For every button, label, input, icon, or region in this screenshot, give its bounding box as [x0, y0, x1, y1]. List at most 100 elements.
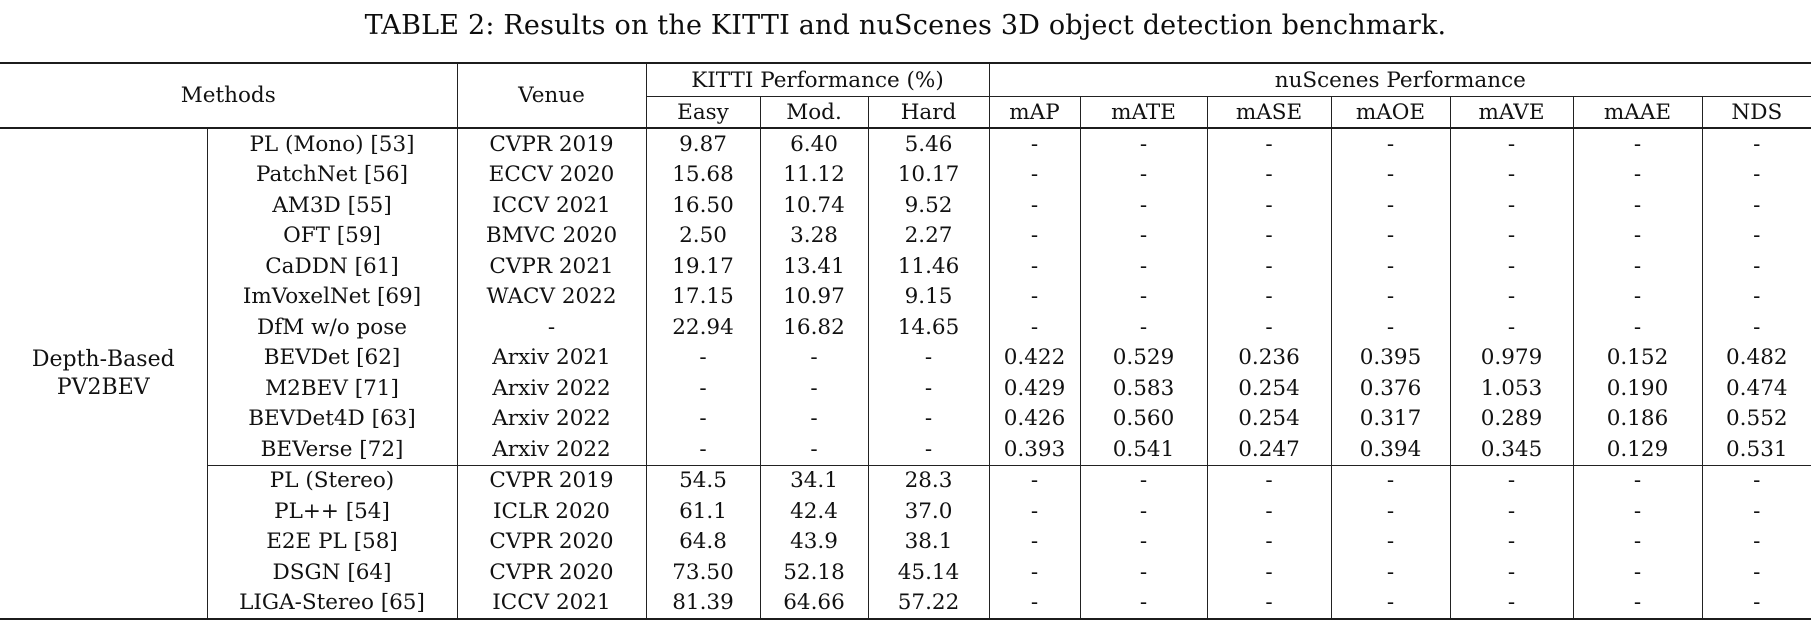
- value-cell: 0.152: [1572, 342, 1702, 373]
- method-cell: LIGA-Stereo [65]: [206, 587, 457, 619]
- value-cell: -: [988, 526, 1080, 557]
- value-cell: 0.317: [1330, 403, 1450, 434]
- method-cell: E2E PL [58]: [206, 526, 457, 557]
- value-cell: 0.190: [1572, 373, 1702, 404]
- value-cell: -: [645, 373, 760, 404]
- value-cell: -: [988, 220, 1080, 251]
- results-table-body: Depth-Based PV2BEV PL (Mono) [53] CVPR 2019…: [0, 128, 1811, 619]
- value-cell: 14.65: [867, 312, 989, 343]
- value-cell: -: [1079, 128, 1207, 160]
- value-cell: 61.1: [645, 496, 760, 527]
- group-label-line2: PV2BEV: [56, 374, 150, 400]
- value-cell: -: [1572, 587, 1702, 619]
- value-cell: 11.12: [759, 159, 868, 190]
- header-col-nds: NDS: [1701, 96, 1811, 129]
- value-cell: -: [1079, 526, 1207, 557]
- venue-cell: ICCV 2021: [456, 190, 646, 221]
- table-row: ImVoxelNet [69] WACV 2022 17.15 10.97 9.15- -…: [0, 281, 1811, 312]
- value-cell: 9.15: [867, 281, 989, 312]
- value-cell: -: [1079, 190, 1207, 221]
- value-cell: -: [1449, 251, 1573, 282]
- value-cell: 0.583: [1079, 373, 1207, 404]
- value-cell: 0.482: [1701, 342, 1811, 373]
- table-row: PL++ [54] ICLR 2020 61.1 42.4 37.0- - - - - - -: [0, 496, 1811, 527]
- value-cell: -: [1449, 159, 1573, 190]
- value-cell: -: [1572, 557, 1702, 588]
- value-cell: 0.979: [1449, 342, 1573, 373]
- value-cell: 9.52: [867, 190, 989, 221]
- value-cell: -: [1206, 251, 1331, 282]
- value-cell: -: [1079, 557, 1207, 588]
- venue-cell: Arxiv 2022: [456, 373, 646, 404]
- venue-cell: ECCV 2020: [456, 159, 646, 190]
- header-venue: Venue: [456, 63, 646, 129]
- value-cell: -: [1572, 496, 1702, 527]
- value-cell: -: [1079, 251, 1207, 282]
- value-cell: 0.186: [1572, 403, 1702, 434]
- value-cell: -: [1701, 190, 1811, 221]
- table-row: CaDDN [61] CVPR 2021 19.17 13.41 11.46- - - - - -…: [0, 251, 1811, 282]
- header-col-maoe: mAOE: [1330, 96, 1450, 129]
- table-row: DfM w/o pose -22.94 16.82 14.65- - - - - - -: [0, 312, 1811, 343]
- value-cell: 0.429: [988, 373, 1080, 404]
- value-cell: -: [1701, 251, 1811, 282]
- value-cell: 0.247: [1206, 434, 1331, 465]
- value-cell: -: [988, 557, 1080, 588]
- venue-cell: CVPR 2019: [456, 464, 646, 496]
- value-cell: -: [1330, 557, 1450, 588]
- value-cell: 3.28: [759, 220, 868, 251]
- value-cell: 9.87: [645, 128, 760, 160]
- value-cell: -: [1330, 128, 1450, 160]
- method-cell: ImVoxelNet [69]: [206, 281, 457, 312]
- value-cell: -: [1206, 281, 1331, 312]
- value-cell: -: [1206, 526, 1331, 557]
- value-cell: -: [1701, 128, 1811, 160]
- value-cell: -: [759, 434, 868, 465]
- venue-cell: Arxiv 2022: [456, 434, 646, 465]
- value-cell: -: [759, 373, 868, 404]
- table-row: Depth-Based PV2BEV PL (Mono) [53] CVPR 2019…: [0, 128, 1811, 400]
- method-cell: AM3D [55]: [206, 190, 457, 221]
- table-row: E2E PL [58] CVPR 2020 64.8 43.9 38.1- - - - - - -: [0, 526, 1811, 557]
- method-cell: M2BEV [71]: [206, 373, 457, 404]
- venue-cell: CVPR 2020: [456, 526, 646, 557]
- value-cell: 13.41: [759, 251, 868, 282]
- value-cell: 0.529: [1079, 342, 1207, 373]
- value-cell: 0.426: [988, 403, 1080, 434]
- method-cell: DfM w/o pose: [206, 312, 457, 343]
- value-cell: -: [1701, 159, 1811, 190]
- value-cell: -: [1572, 526, 1702, 557]
- value-cell: -: [1079, 312, 1207, 343]
- header-col-maae: mAAE: [1572, 96, 1702, 129]
- value-cell: -: [1079, 587, 1207, 619]
- value-cell: -: [1449, 557, 1573, 588]
- value-cell: -: [1449, 526, 1573, 557]
- value-cell: 0.394: [1330, 434, 1450, 465]
- value-cell: 22.94: [645, 312, 760, 343]
- value-cell: -: [1330, 587, 1450, 619]
- value-cell: -: [1206, 159, 1331, 190]
- method-cell: PatchNet [56]: [206, 159, 457, 190]
- value-cell: -: [988, 128, 1080, 160]
- value-cell: -: [1701, 464, 1811, 496]
- header-col-mave: mAVE: [1449, 96, 1573, 129]
- value-cell: -: [1572, 312, 1702, 343]
- header-col-mod: Mod.: [759, 96, 868, 129]
- value-cell: -: [988, 251, 1080, 282]
- value-cell: -: [1330, 496, 1450, 527]
- value-cell: 0.254: [1206, 403, 1331, 434]
- value-cell: -: [1330, 251, 1450, 282]
- header-col-mase: mASE: [1206, 96, 1331, 129]
- value-cell: 1.053: [1449, 373, 1573, 404]
- value-cell: -: [1701, 496, 1811, 527]
- value-cell: -: [1572, 281, 1702, 312]
- value-cell: 2.50: [645, 220, 760, 251]
- value-cell: 10.74: [759, 190, 868, 221]
- value-cell: 0.254: [1206, 373, 1331, 404]
- value-cell: -: [1330, 464, 1450, 496]
- value-cell: -: [1701, 557, 1811, 588]
- results-table: Methods Venue KITTI Performance (%) nuSc…: [0, 62, 1811, 620]
- value-cell: -: [1330, 281, 1450, 312]
- method-cell: CaDDN [61]: [206, 251, 457, 282]
- venue-cell: ICCV 2021: [456, 587, 646, 619]
